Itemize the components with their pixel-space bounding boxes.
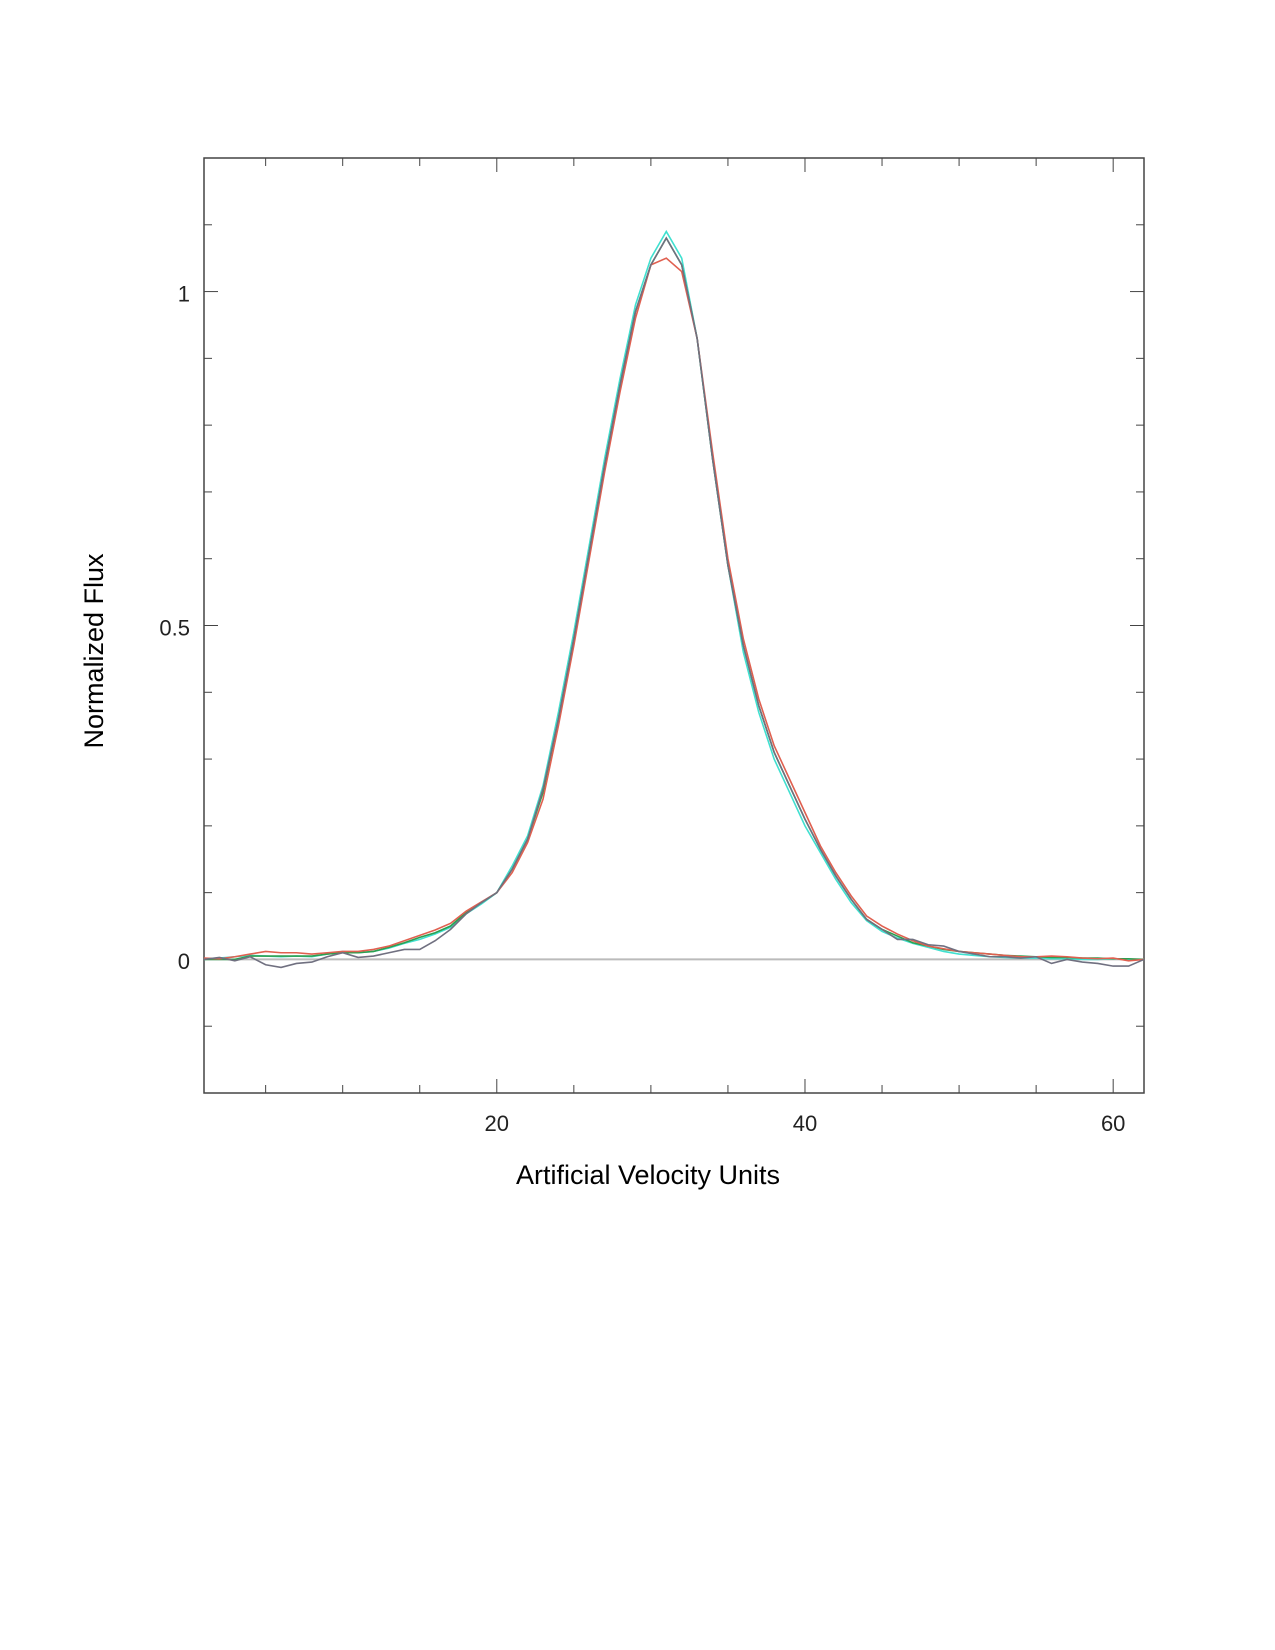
x-tick-label: 60 xyxy=(1101,1111,1125,1136)
y-axis-label: Normalized Flux xyxy=(79,553,109,749)
y-tick-label: 0 xyxy=(178,949,190,974)
x-tick-label: 20 xyxy=(485,1111,509,1136)
series-line xyxy=(203,257,1145,962)
x-axis-label: Artificial Velocity Units xyxy=(516,1160,780,1190)
y-tick-label: 0.5 xyxy=(159,615,190,640)
series-line xyxy=(204,236,1145,961)
series-line xyxy=(203,236,1145,969)
y-tick-label: 1 xyxy=(178,281,190,306)
x-tick-label: 40 xyxy=(793,1111,817,1136)
series-line xyxy=(203,229,1144,961)
